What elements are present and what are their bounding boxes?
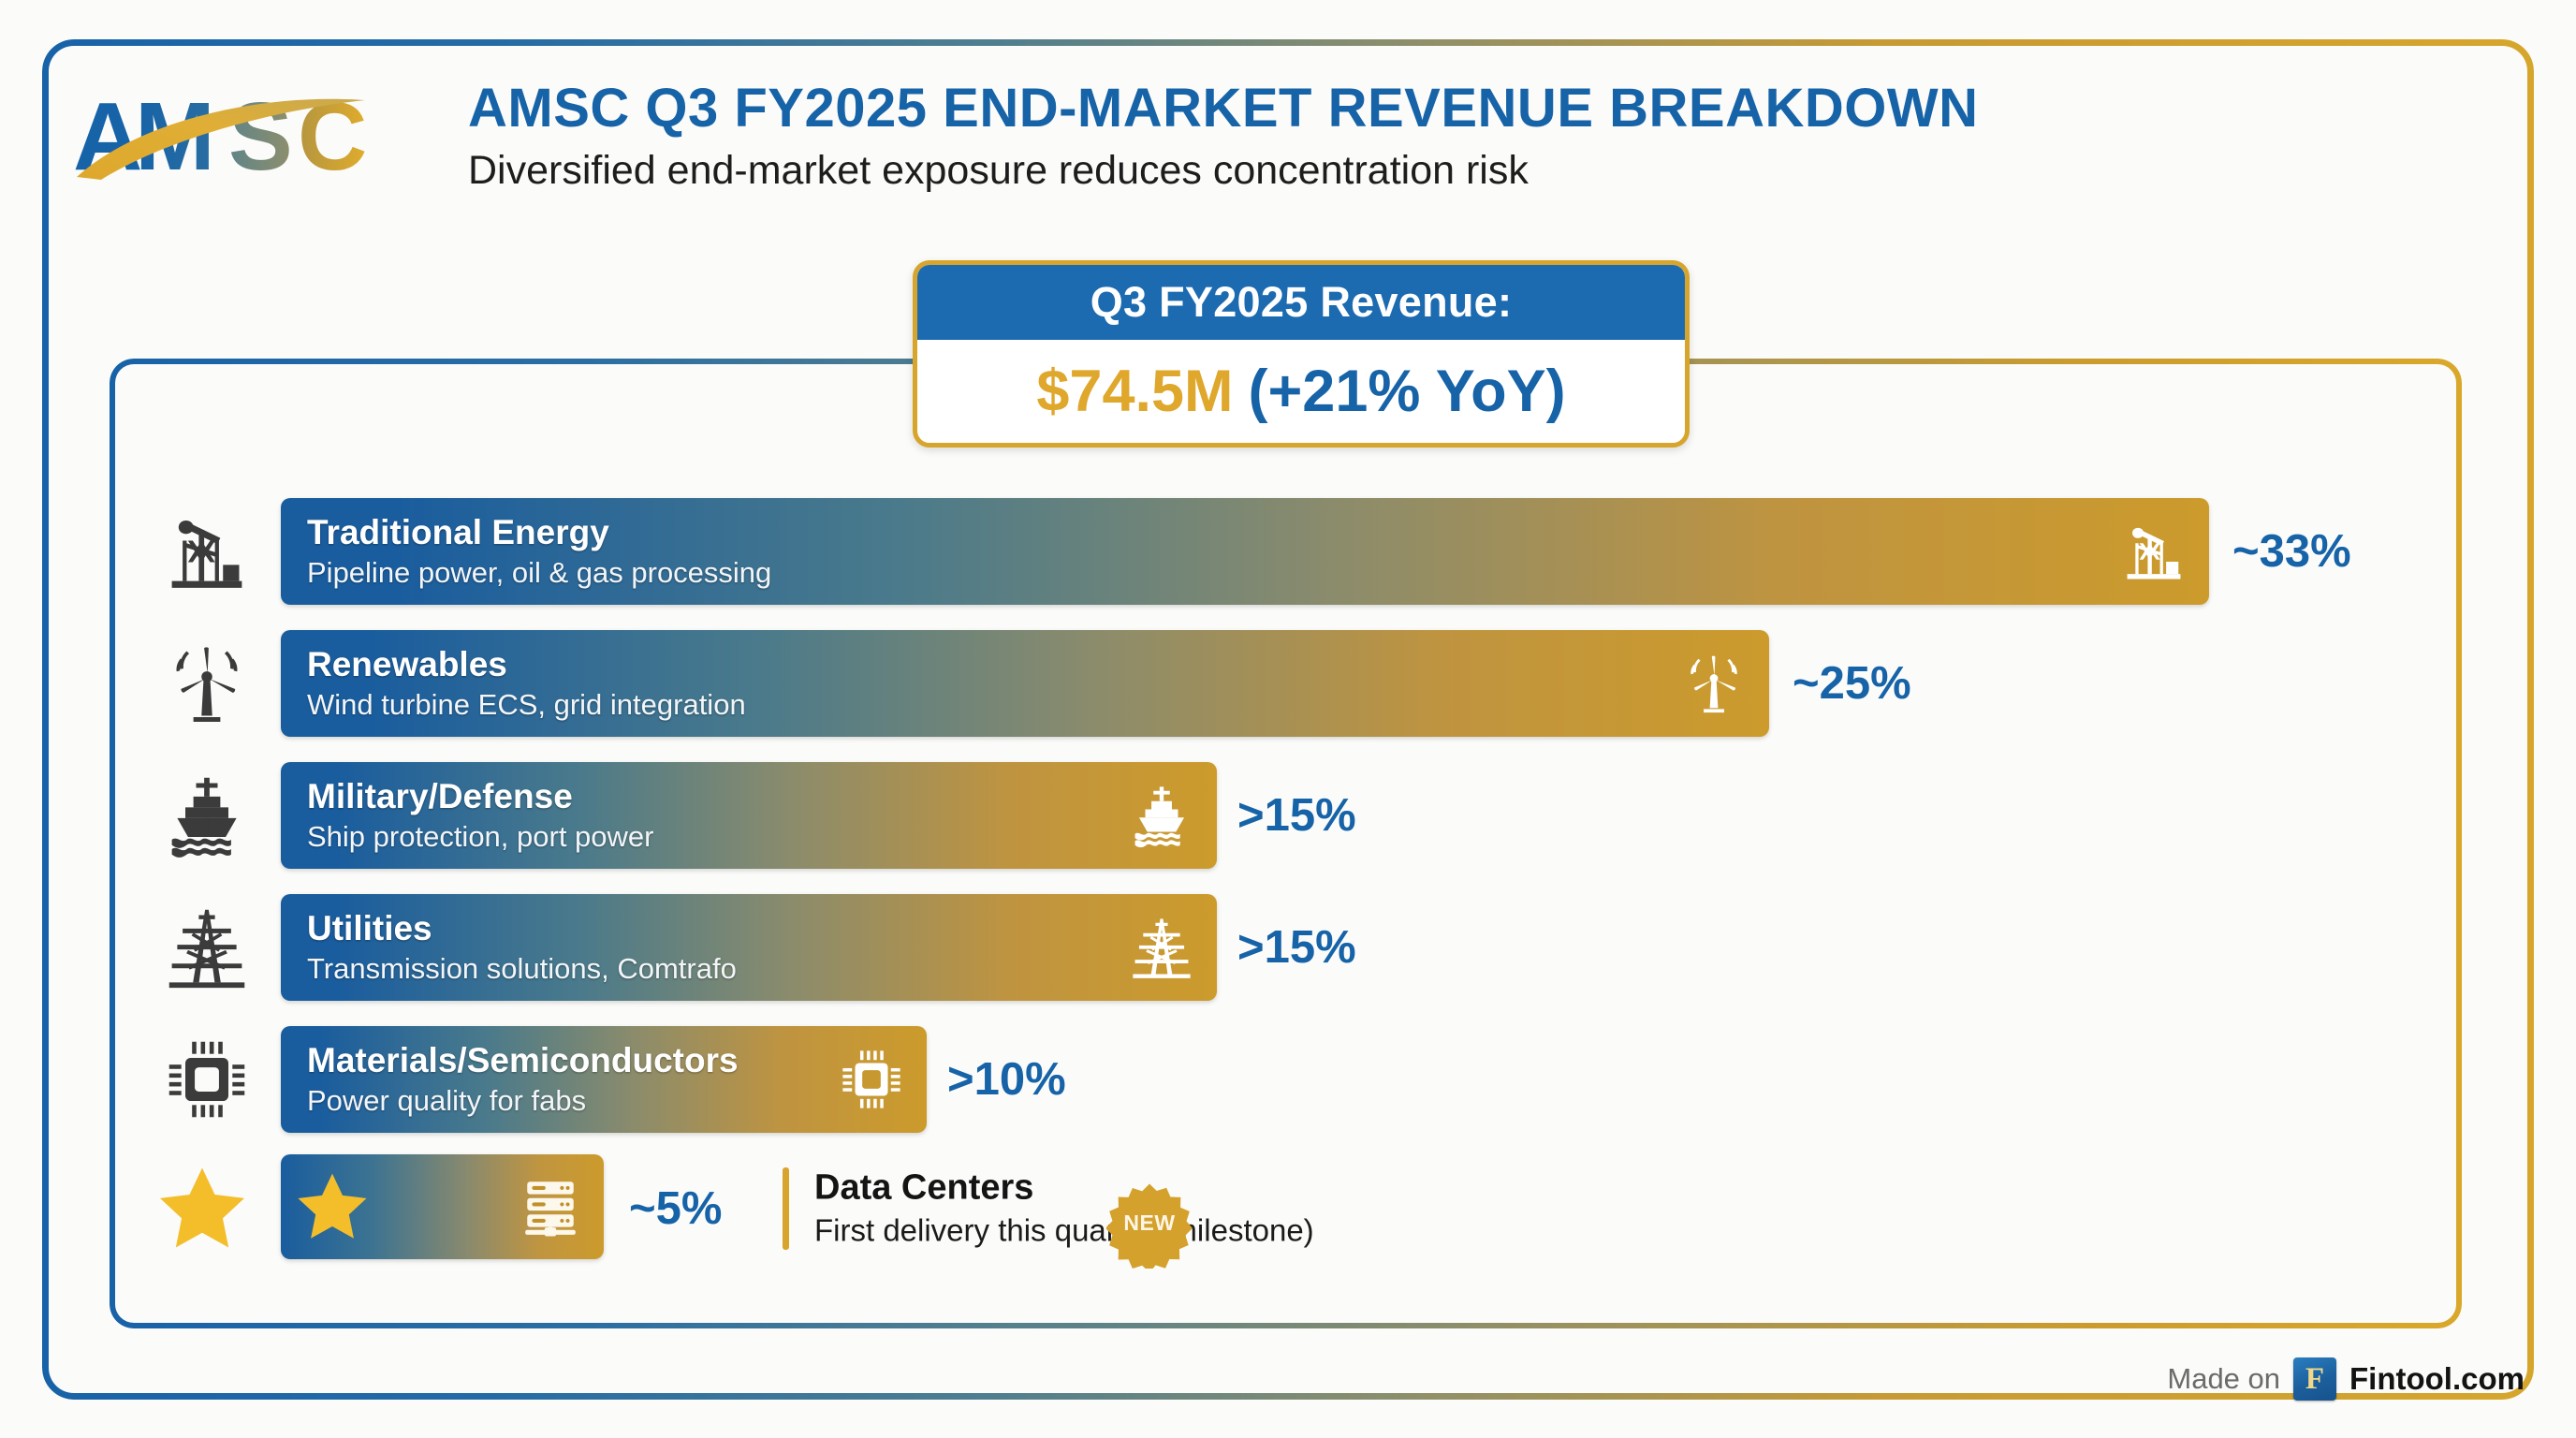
bar-sublabel: Wind turbine ECS, grid integration — [307, 687, 746, 721]
wind-turbine-icon — [1681, 651, 1747, 716]
star-icon — [296, 1170, 369, 1243]
bar-label: Renewables — [307, 645, 507, 684]
bar-label: Materials/Semiconductors — [307, 1041, 739, 1080]
data-centers-subtitle: First delivery this quarter (milestone) — [814, 1212, 1314, 1248]
page-title: AMSC Q3 FY2025 END-MARKET REVENUE BREAKD… — [468, 78, 1979, 139]
bar-percent: >15% — [1237, 921, 1356, 973]
server-rack-icon — [520, 1176, 581, 1238]
bar-text: Utilities Transmission solutions, Comtra… — [307, 909, 1129, 986]
bar-percent: ~5% — [629, 1182, 723, 1234]
bar-data-centers — [281, 1154, 604, 1259]
power-pylon-icon — [164, 904, 250, 990]
bar-percent: >10% — [947, 1053, 1066, 1105]
revenue-amount: $74.5M — [1036, 359, 1234, 424]
footer-brand: Fintool.com — [2349, 1361, 2525, 1396]
bar-row: Materials/Semiconductors Power quality f… — [0, 1013, 2576, 1145]
amsc-logo: A M S C — [73, 82, 410, 190]
title-block: AMSC Q3 FY2025 END-MARKET REVENUE BREAKD… — [468, 78, 1979, 193]
data-centers-text: Data Centers First delivery this quarter… — [814, 1167, 1314, 1249]
bar-percent: >15% — [1237, 789, 1356, 841]
bar-label: Utilities — [307, 909, 432, 948]
new-badge: NEW — [1105, 1182, 1193, 1273]
data-centers-title: Data Centers — [814, 1167, 1034, 1207]
bar-label: Traditional Energy — [307, 513, 609, 552]
navy-ship-icon — [1129, 783, 1194, 848]
bar-traditional-energy: Traditional Energy Pipeline power, oil &… — [281, 498, 2209, 605]
new-badge-label: NEW — [1123, 1210, 1176, 1235]
revenue-callout: Q3 FY2025 Revenue: $74.5M (+21% YoY) — [913, 260, 1690, 448]
fintool-logo-icon: F — [2293, 1357, 2337, 1401]
bar-utilities: Utilities Transmission solutions, Comtra… — [281, 894, 1217, 1001]
bar-sublabel: Pipeline power, oil & gas processing — [307, 555, 772, 589]
bar-row: Utilities Transmission solutions, Comtra… — [0, 881, 2576, 1013]
vertical-divider — [783, 1167, 789, 1250]
footer-made-on: Made on — [2167, 1362, 2281, 1395]
oil-pump-icon — [164, 508, 250, 594]
bar-sublabel: Power quality for fabs — [307, 1083, 587, 1117]
bar-text: Materials/Semiconductors Power quality f… — [307, 1041, 839, 1118]
end-market-bar-list: Traditional Energy Pipeline power, oil &… — [0, 485, 2576, 1271]
wind-turbine-icon — [164, 640, 250, 726]
microchip-icon — [839, 1047, 904, 1112]
header: A M S C AMSC Q3 FY2025 END-MARKET REVENU… — [0, 56, 2576, 225]
oil-pump-icon — [2121, 519, 2187, 584]
bar-row: Military/Defense Ship protection, port p… — [0, 749, 2576, 881]
power-pylon-icon — [1129, 915, 1194, 980]
revenue-yoy: (+21% YoY) — [1248, 359, 1566, 424]
bar-percent: ~25% — [1793, 657, 1911, 709]
footer-attribution: Made on F Fintool.com — [2167, 1357, 2525, 1401]
bar-row: Traditional Energy Pipeline power, oil &… — [0, 485, 2576, 617]
bar-percent: ~33% — [2232, 525, 2351, 577]
bar-text: Renewables Wind turbine ECS, grid integr… — [307, 645, 1681, 722]
bar-text: Traditional Energy Pipeline power, oil &… — [307, 513, 2121, 590]
page-subtitle: Diversified end-market exposure reduces … — [468, 147, 1529, 193]
callout-value-row: $74.5M (+21% YoY) — [917, 340, 1685, 443]
bar-renewables: Renewables Wind turbine ECS, grid integr… — [281, 630, 1769, 737]
navy-ship-icon — [164, 772, 250, 858]
bar-sublabel: Ship protection, port power — [307, 819, 654, 853]
bar-row: Renewables Wind turbine ECS, grid integr… — [0, 617, 2576, 749]
bar-sublabel: Transmission solutions, Comtrafo — [307, 951, 737, 985]
bar-military-defense: Military/Defense Ship protection, port p… — [281, 762, 1217, 869]
bar-label: Military/Defense — [307, 777, 573, 816]
bar-materials-semiconductors: Materials/Semiconductors Power quality f… — [281, 1026, 927, 1133]
bar-text: Military/Defense Ship protection, port p… — [307, 777, 1129, 854]
star-icon — [157, 1164, 247, 1254]
svg-text:S: S — [228, 87, 293, 185]
bar-row-data-centers: ~5% Data Centers First delivery this qua… — [0, 1145, 2576, 1271]
callout-heading: Q3 FY2025 Revenue: — [917, 265, 1685, 340]
microchip-icon — [164, 1036, 250, 1123]
